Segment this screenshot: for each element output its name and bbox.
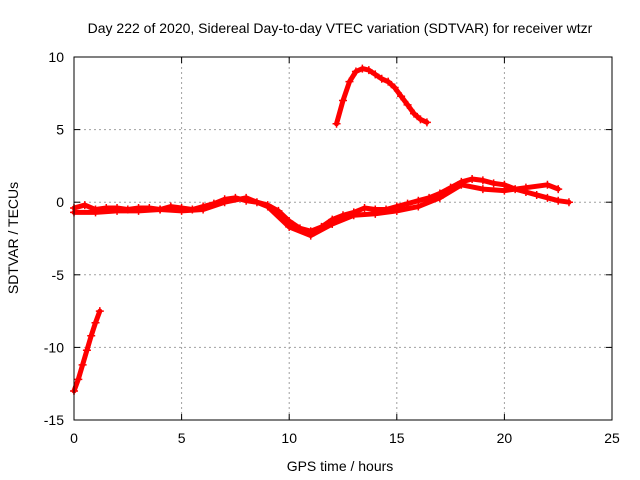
- data-point: [543, 193, 552, 202]
- data-point: [457, 180, 466, 189]
- data-point: [80, 201, 89, 210]
- data-point: [371, 70, 380, 79]
- data-point: [306, 231, 315, 240]
- data-point: [564, 198, 573, 207]
- y-tick-label: -15: [44, 412, 64, 428]
- data-point: [95, 307, 104, 316]
- y-tick-label: 5: [56, 122, 64, 138]
- x-tick-label: 0: [70, 430, 78, 446]
- data-point: [242, 193, 251, 202]
- y-axis-title: SDTVAR / TECUs: [5, 182, 21, 294]
- grid-lines: [74, 57, 612, 420]
- data-point: [397, 92, 406, 101]
- data-point: [532, 190, 541, 199]
- y-tick-label: 10: [48, 49, 64, 65]
- data-point: [410, 109, 419, 118]
- data-point: [74, 375, 83, 384]
- data-point: [332, 119, 341, 128]
- data-point: [78, 360, 87, 369]
- y-tick-label: -10: [44, 339, 64, 355]
- data-point: [416, 115, 425, 124]
- data-point: [156, 205, 165, 214]
- data-point: [371, 209, 380, 218]
- data-point: [113, 206, 122, 215]
- data-point: [468, 174, 477, 183]
- data-point: [500, 186, 509, 195]
- x-tick-label: 10: [281, 430, 297, 446]
- y-tick-label: 0: [56, 194, 64, 210]
- data-point: [87, 331, 96, 340]
- data-point: [285, 222, 294, 231]
- x-tick-label: 20: [497, 430, 513, 446]
- data-point: [554, 185, 563, 194]
- data-point: [345, 77, 354, 86]
- data-point: [435, 193, 444, 202]
- data-point: [384, 77, 393, 86]
- data-point: [364, 66, 373, 75]
- x-tick-label: 25: [604, 430, 620, 446]
- data-point: [377, 74, 386, 83]
- data-point: [403, 100, 412, 109]
- x-tick-label: 5: [178, 430, 186, 446]
- data-series: [70, 64, 573, 395]
- series-2: [70, 180, 563, 240]
- data-point: [351, 67, 360, 76]
- data-point: [134, 206, 143, 215]
- data-point: [521, 183, 530, 192]
- series-3: [332, 64, 431, 128]
- x-axis-title: GPS time / hours: [287, 458, 394, 474]
- data-point: [422, 118, 431, 127]
- data-point: [489, 179, 498, 188]
- data-point: [349, 211, 358, 220]
- data-point: [392, 206, 401, 215]
- data-point: [360, 204, 369, 213]
- data-point: [177, 206, 186, 215]
- data-point: [543, 180, 552, 189]
- data-point: [220, 198, 229, 207]
- data-point: [199, 205, 208, 214]
- x-tick-label: 15: [389, 430, 405, 446]
- data-point: [478, 185, 487, 194]
- plot-frame: [73, 56, 613, 421]
- data-point: [91, 208, 100, 217]
- data-point: [339, 96, 347, 105]
- data-point: [91, 318, 100, 327]
- data-point: [263, 202, 272, 211]
- data-point: [328, 219, 337, 228]
- axis-ticks: 0 5 10 15 20 25 -15 -10 -5 0 5 10: [44, 49, 620, 446]
- data-point: [358, 64, 367, 73]
- y-tick-label: -5: [52, 267, 65, 283]
- data-point: [390, 83, 399, 92]
- chart-title: Day 222 of 2020, Sidereal Day-to-day VTE…: [88, 20, 593, 36]
- data-point: [554, 196, 563, 205]
- data-point: [414, 202, 423, 211]
- data-point: [82, 346, 91, 355]
- data-point: [478, 176, 487, 185]
